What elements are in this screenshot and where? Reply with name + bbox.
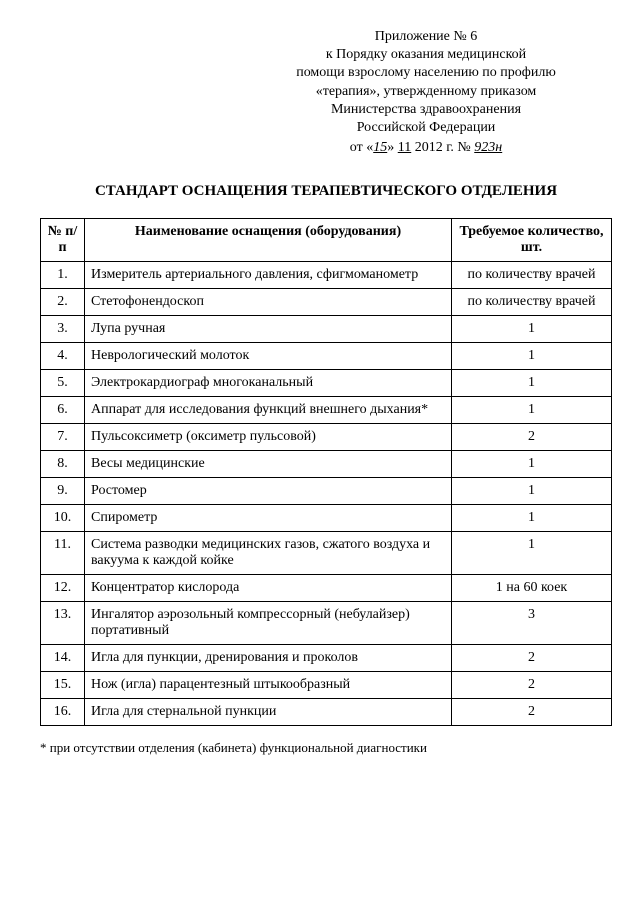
- cell-qty: 2: [452, 699, 612, 726]
- cell-name: Аппарат для исследования функций внешнег…: [85, 397, 452, 424]
- date-day: 15: [373, 140, 387, 155]
- table-header-row: № п/п Наименование оснащения (оборудован…: [41, 219, 612, 262]
- table-row: 9.Ростомер1: [41, 478, 612, 505]
- table-row: 14.Игла для пункции, дренирования и прок…: [41, 645, 612, 672]
- cell-name: Стетофонендоскоп: [85, 289, 452, 316]
- table-row: 11.Система разводки медицинских газов, с…: [41, 532, 612, 575]
- table-row: 12.Концентратор кислорода1 на 60 коек: [41, 575, 612, 602]
- cell-qty: 3: [452, 602, 612, 645]
- date-number: 923н: [474, 140, 502, 155]
- table-row: 5.Электрокардиограф многоканальный1: [41, 370, 612, 397]
- cell-name: Система разводки медицинских газов, сжат…: [85, 532, 452, 575]
- table-row: 1.Измеритель артериального давления, сфи…: [41, 262, 612, 289]
- cell-name: Весы медицинские: [85, 451, 452, 478]
- table-row: 10.Спирометр1: [41, 505, 612, 532]
- cell-num: 13.: [41, 602, 85, 645]
- col-header-num: № п/п: [41, 219, 85, 262]
- cell-qty: 1: [452, 316, 612, 343]
- cell-name: Игла для пункции, дренирования и проколо…: [85, 645, 452, 672]
- footnote: * при отсутствии отделения (кабинета) фу…: [40, 740, 612, 756]
- cell-qty: 2: [452, 645, 612, 672]
- table-row: 8.Весы медицинские1: [41, 451, 612, 478]
- cell-num: 12.: [41, 575, 85, 602]
- cell-num: 1.: [41, 262, 85, 289]
- cell-name: Лупа ручная: [85, 316, 452, 343]
- equipment-table: № п/п Наименование оснащения (оборудован…: [40, 218, 612, 726]
- cell-qty: 2: [452, 424, 612, 451]
- cell-num: 11.: [41, 532, 85, 575]
- table-row: 16.Игла для стернальной пункции2: [41, 699, 612, 726]
- cell-name: Игла для стернальной пункции: [85, 699, 452, 726]
- table-row: 15.Нож (игла) парацентезный штыкообразны…: [41, 672, 612, 699]
- header-line: помощи взрослому населению по профилю: [240, 64, 612, 82]
- cell-name: Нож (игла) парацентезный штыкообразный: [85, 672, 452, 699]
- header-line: Российской Федерации: [240, 119, 612, 137]
- table-row: 4.Неврологический молоток1: [41, 343, 612, 370]
- table-row: 7.Пульсоксиметр (оксиметр пульсовой)2: [41, 424, 612, 451]
- cell-num: 7.: [41, 424, 85, 451]
- cell-qty: 1: [452, 505, 612, 532]
- cell-qty: 1 на 60 коек: [452, 575, 612, 602]
- cell-num: 2.: [41, 289, 85, 316]
- header-line: Министерства здравоохранения: [240, 101, 612, 119]
- appendix-header: Приложение № 6 к Порядку оказания медици…: [240, 28, 612, 157]
- cell-qty: 1: [452, 343, 612, 370]
- cell-num: 16.: [41, 699, 85, 726]
- cell-num: 6.: [41, 397, 85, 424]
- cell-name: Электрокардиограф многоканальный: [85, 370, 452, 397]
- header-line: к Порядку оказания медицинской: [240, 46, 612, 64]
- table-row: 6.Аппарат для исследования функций внешн…: [41, 397, 612, 424]
- col-header-name: Наименование оснащения (оборудования): [85, 219, 452, 262]
- page-title: СТАНДАРТ ОСНАЩЕНИЯ ТЕРАПЕВТИЧЕСКОГО ОТДЕ…: [40, 183, 612, 200]
- table-row: 2.Стетофонендоскоппо количеству врачей: [41, 289, 612, 316]
- cell-qty: 1: [452, 370, 612, 397]
- cell-qty: 1: [452, 478, 612, 505]
- header-date-line: от «15» 11 2012 г. № 923н: [240, 139, 612, 157]
- table-row: 3.Лупа ручная1: [41, 316, 612, 343]
- cell-num: 5.: [41, 370, 85, 397]
- cell-name: Концентратор кислорода: [85, 575, 452, 602]
- cell-num: 9.: [41, 478, 85, 505]
- col-header-qty: Требуемое количество, шт.: [452, 219, 612, 262]
- cell-num: 8.: [41, 451, 85, 478]
- cell-name: Ростомер: [85, 478, 452, 505]
- cell-qty: 1: [452, 451, 612, 478]
- header-line: «терапия», утвержденному приказом: [240, 83, 612, 101]
- date-mid: »: [387, 140, 398, 155]
- cell-qty: 2: [452, 672, 612, 699]
- cell-name: Спирометр: [85, 505, 452, 532]
- cell-qty: по количеству врачей: [452, 262, 612, 289]
- cell-num: 3.: [41, 316, 85, 343]
- table-row: 13.Ингалятор аэрозольный компрессорный (…: [41, 602, 612, 645]
- cell-qty: 1: [452, 532, 612, 575]
- cell-name: Пульсоксиметр (оксиметр пульсовой): [85, 424, 452, 451]
- cell-qty: 1: [452, 397, 612, 424]
- date-month: 11: [398, 140, 411, 155]
- header-line: Приложение № 6: [240, 28, 612, 46]
- cell-name: Измеритель артериального давления, сфигм…: [85, 262, 452, 289]
- cell-num: 15.: [41, 672, 85, 699]
- cell-qty: по количеству врачей: [452, 289, 612, 316]
- document-page: Приложение № 6 к Порядку оказания медици…: [0, 0, 640, 784]
- cell-num: 4.: [41, 343, 85, 370]
- cell-num: 14.: [41, 645, 85, 672]
- cell-name: Ингалятор аэрозольный компрессорный (неб…: [85, 602, 452, 645]
- cell-num: 10.: [41, 505, 85, 532]
- date-year: 2012 г. №: [411, 140, 474, 155]
- date-prefix: от «: [350, 140, 373, 155]
- cell-name: Неврологический молоток: [85, 343, 452, 370]
